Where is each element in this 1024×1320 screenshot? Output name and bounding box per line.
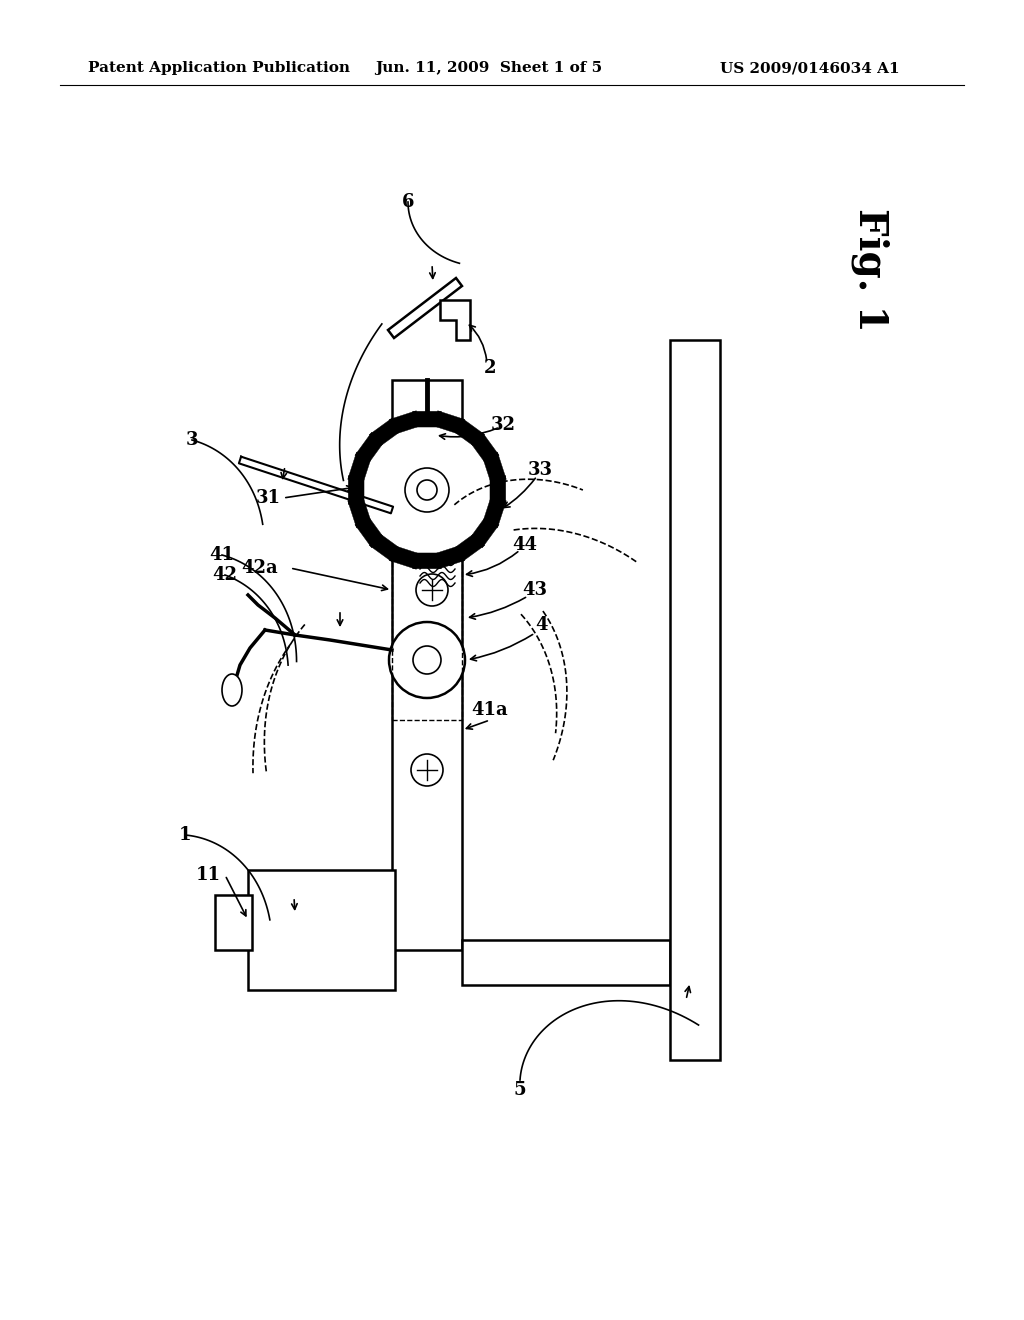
Polygon shape	[455, 418, 484, 446]
Polygon shape	[348, 451, 371, 482]
Text: Jun. 11, 2009  Sheet 1 of 5: Jun. 11, 2009 Sheet 1 of 5	[375, 61, 602, 75]
Text: 32: 32	[490, 416, 515, 434]
Polygon shape	[239, 457, 393, 513]
Text: 11: 11	[196, 866, 220, 884]
Text: 31: 31	[256, 488, 281, 507]
Polygon shape	[489, 475, 506, 504]
Text: 5: 5	[514, 1081, 526, 1100]
Text: 33: 33	[527, 461, 553, 479]
Circle shape	[406, 469, 449, 512]
Bar	[248, 870, 395, 990]
Polygon shape	[389, 411, 419, 434]
Text: 41: 41	[210, 546, 234, 564]
Circle shape	[411, 754, 443, 785]
Polygon shape	[435, 411, 465, 434]
Polygon shape	[388, 279, 462, 338]
Polygon shape	[389, 546, 419, 569]
Polygon shape	[471, 432, 499, 462]
Text: 1: 1	[179, 826, 191, 843]
Text: 41a: 41a	[472, 701, 508, 719]
Circle shape	[355, 418, 499, 562]
Text: 43: 43	[522, 581, 548, 599]
Bar	[462, 940, 670, 985]
Polygon shape	[455, 535, 484, 562]
Polygon shape	[440, 300, 470, 341]
Text: Fig. 1: Fig. 1	[851, 209, 889, 331]
Circle shape	[417, 480, 437, 500]
Bar	[215, 895, 252, 950]
Circle shape	[416, 574, 449, 606]
Text: Patent Application Publication: Patent Application Publication	[88, 61, 350, 75]
Polygon shape	[369, 535, 399, 562]
Text: 42a: 42a	[242, 558, 279, 577]
Ellipse shape	[222, 675, 242, 706]
Text: US 2009/0146034 A1: US 2009/0146034 A1	[720, 61, 900, 75]
Circle shape	[413, 645, 441, 675]
Text: 2: 2	[483, 359, 497, 378]
Bar	[392, 380, 462, 950]
Polygon shape	[483, 499, 506, 528]
Bar	[392, 560, 462, 719]
Polygon shape	[413, 553, 441, 569]
Polygon shape	[435, 546, 465, 569]
Polygon shape	[348, 499, 371, 528]
Polygon shape	[355, 517, 383, 548]
Polygon shape	[348, 475, 365, 504]
Text: 6: 6	[401, 193, 415, 211]
Bar	[670, 341, 720, 1060]
Polygon shape	[355, 432, 383, 462]
Text: 42: 42	[213, 566, 238, 583]
Polygon shape	[483, 451, 506, 482]
Text: 3: 3	[185, 432, 199, 449]
Polygon shape	[471, 517, 499, 548]
Text: 44: 44	[512, 536, 538, 554]
Text: 4: 4	[536, 616, 548, 634]
Polygon shape	[369, 418, 399, 446]
Circle shape	[389, 622, 465, 698]
Polygon shape	[413, 412, 441, 428]
